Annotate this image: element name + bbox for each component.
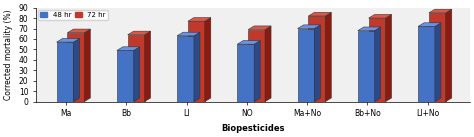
Legend: 48 hr, 72 hr: 48 hr, 72 hr <box>38 10 108 20</box>
Polygon shape <box>205 18 211 102</box>
Polygon shape <box>177 36 194 102</box>
Polygon shape <box>56 38 80 42</box>
Polygon shape <box>325 12 331 102</box>
Polygon shape <box>188 21 205 102</box>
Polygon shape <box>128 35 145 102</box>
Polygon shape <box>117 50 134 102</box>
Polygon shape <box>73 38 80 102</box>
Polygon shape <box>237 41 260 44</box>
X-axis label: Biopesticides: Biopesticides <box>221 124 285 133</box>
Polygon shape <box>358 31 374 102</box>
Polygon shape <box>314 25 320 102</box>
Polygon shape <box>374 27 381 102</box>
Polygon shape <box>429 13 446 102</box>
Polygon shape <box>134 47 140 102</box>
Polygon shape <box>248 26 271 30</box>
Polygon shape <box>84 29 91 102</box>
Polygon shape <box>435 23 441 102</box>
Polygon shape <box>177 32 200 36</box>
Polygon shape <box>67 29 91 33</box>
Polygon shape <box>117 47 140 50</box>
Polygon shape <box>265 26 271 102</box>
Polygon shape <box>309 12 331 16</box>
Polygon shape <box>237 44 254 102</box>
Polygon shape <box>369 15 392 18</box>
Polygon shape <box>369 18 385 102</box>
Polygon shape <box>145 31 151 102</box>
Polygon shape <box>429 9 452 13</box>
Y-axis label: Corrected mortality (%): Corrected mortality (%) <box>4 9 13 100</box>
Polygon shape <box>67 33 84 102</box>
Polygon shape <box>418 26 435 102</box>
Polygon shape <box>254 41 260 102</box>
Polygon shape <box>188 18 211 21</box>
Polygon shape <box>385 15 392 102</box>
Polygon shape <box>194 32 200 102</box>
Polygon shape <box>446 9 452 102</box>
Polygon shape <box>248 30 265 102</box>
Polygon shape <box>298 25 320 28</box>
Polygon shape <box>309 16 325 102</box>
Polygon shape <box>128 31 151 35</box>
Polygon shape <box>298 28 314 102</box>
Polygon shape <box>358 27 381 31</box>
Polygon shape <box>56 42 73 102</box>
Polygon shape <box>418 23 441 26</box>
